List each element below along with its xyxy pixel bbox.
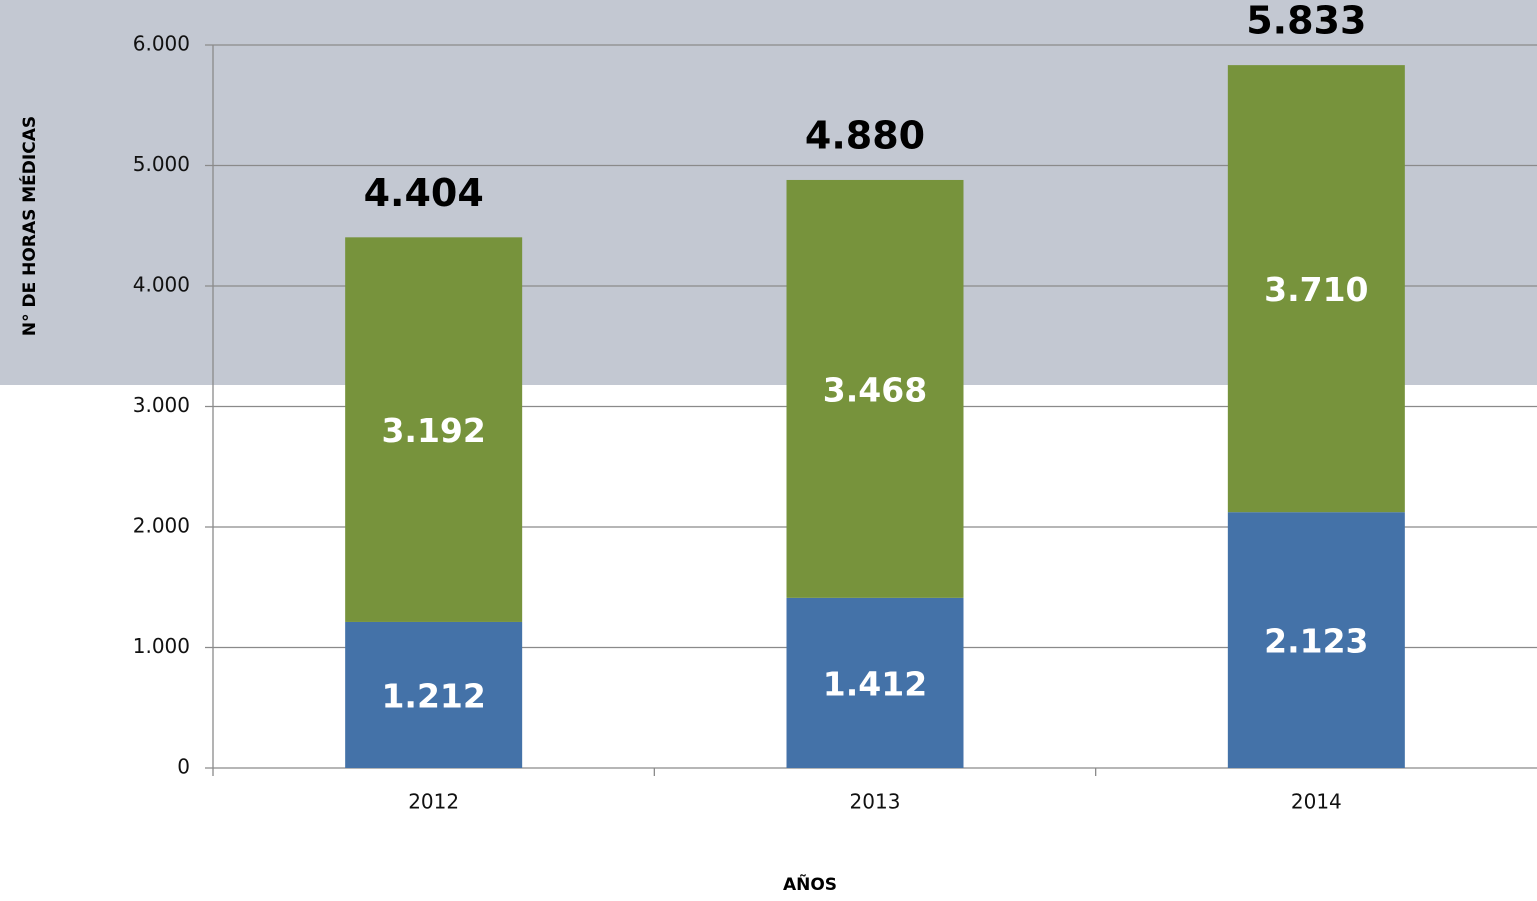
- total-label: 4.404: [364, 171, 484, 215]
- y-tick-label: 0: [177, 755, 190, 779]
- chart: AÑOS N° DE HORAS MÉDICAS 0 1.000 2.000 3.00…: [0, 0, 1537, 901]
- y-tick-label: 2.000: [133, 514, 190, 538]
- y-axis-title: N° DE HORAS MÉDICAS: [18, 116, 40, 336]
- segment-label: 3.710: [1264, 270, 1368, 309]
- y-tick-label: 6.000: [133, 32, 190, 56]
- segment-label: 1.412: [823, 664, 927, 703]
- segment-label: 3.192: [381, 411, 485, 450]
- page: {"chart_data": { "type": "stacked-bar", …: [0, 0, 1537, 901]
- segment-label: 2.123: [1264, 622, 1368, 661]
- y-tick-label: 5.000: [133, 152, 190, 176]
- total-label: 4.880: [805, 113, 925, 157]
- total-label: 5.833: [1246, 0, 1366, 43]
- y-tick-label: 3.000: [133, 393, 190, 417]
- x-tick-label: 2014: [1291, 790, 1342, 814]
- y-tick-label: 4.000: [133, 273, 190, 297]
- segment-label: 1.212: [381, 676, 485, 715]
- segment-label: 3.468: [823, 370, 927, 409]
- x-axis-title: AÑOS: [783, 872, 837, 895]
- y-tick-label: 1.000: [133, 634, 190, 658]
- x-tick-label: 2012: [408, 790, 459, 814]
- x-tick-label: 2013: [850, 790, 901, 814]
